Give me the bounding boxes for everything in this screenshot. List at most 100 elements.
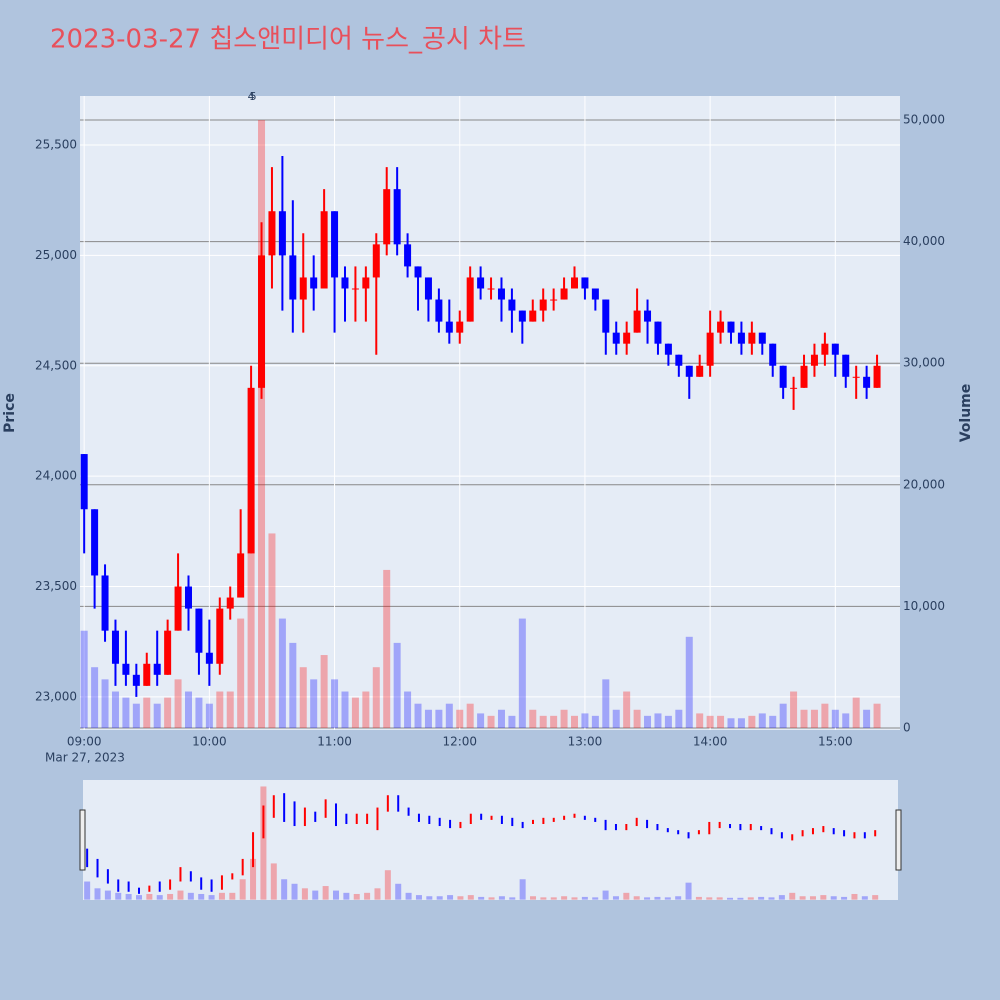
mini-volume-bar <box>115 892 122 900</box>
candle-body <box>852 376 860 378</box>
range-slider[interactable] <box>83 780 898 900</box>
volume-bar <box>111 691 119 729</box>
candle-body <box>101 575 109 631</box>
candle-body <box>195 608 203 653</box>
mini-volume-bar <box>125 893 132 900</box>
volume-bar <box>393 642 401 729</box>
volume-bar <box>810 709 818 729</box>
volume-bar <box>706 715 714 729</box>
x-tick-label: 12:00 <box>442 735 477 749</box>
y-tick-label: 25,000 <box>35 248 77 262</box>
candle-body <box>341 277 349 289</box>
candle-body <box>581 277 589 289</box>
y2-tick-label: 20,000 <box>903 477 945 491</box>
slider-handle-right[interactable] <box>895 809 902 871</box>
mini-volume-bar <box>488 897 495 900</box>
y2-tick-label: 10,000 <box>903 599 945 613</box>
mini-volume-bar <box>415 895 422 900</box>
volume-bar <box>320 655 328 729</box>
candle-body <box>424 277 432 300</box>
mini-volume-bar <box>218 892 225 900</box>
mini-volume-bar <box>861 896 868 900</box>
volume-bar <box>435 709 443 729</box>
volume-bar <box>414 703 422 729</box>
mini-volume-bar <box>509 897 516 900</box>
mini-volume-bar <box>799 896 806 900</box>
y2-tick-label: 0 <box>903 721 911 735</box>
volume-bar <box>278 618 286 729</box>
mini-volume-bar <box>550 897 557 900</box>
mini-volume-bar <box>571 897 578 900</box>
y-tick-label: 23,000 <box>35 689 77 703</box>
candle-body <box>268 211 276 256</box>
mini-volume-bar <box>281 879 288 900</box>
candle-body <box>529 310 537 322</box>
mini-volume-bar <box>768 897 775 900</box>
volume-bar <box>758 713 766 729</box>
volume-bar <box>205 703 213 729</box>
candle-body <box>675 354 683 366</box>
mini-volume-bar <box>104 890 111 900</box>
volume-bar <box>748 715 756 729</box>
volume-bar <box>91 667 99 729</box>
candle-body <box>299 277 307 300</box>
mini-volume-bar <box>644 897 651 900</box>
volume-bar <box>842 713 850 729</box>
volume-bar <box>174 679 182 729</box>
candle-body <box>237 553 245 598</box>
mini-volume-bar <box>467 895 474 900</box>
volume-bar <box>331 679 339 729</box>
volume-bar <box>654 713 662 729</box>
mini-volume-bar <box>405 892 412 900</box>
candle-body <box>550 299 558 301</box>
volume-bar <box>497 709 505 729</box>
volume-bar <box>247 509 255 729</box>
volume-bar <box>717 715 725 729</box>
candle-body <box>779 365 787 388</box>
mini-volume-bar <box>820 895 827 900</box>
volume-bar <box>341 691 349 729</box>
candle-body <box>331 211 339 278</box>
y-tick-label: 24,000 <box>35 469 77 483</box>
candle-body <box>435 299 443 322</box>
candle-body <box>383 189 391 245</box>
mini-volume-bar <box>602 890 609 900</box>
mini-volume-bar <box>187 892 194 900</box>
candle-body <box>289 255 297 300</box>
x-tick-label: 14:00 <box>693 735 728 749</box>
mini-volume-bar <box>530 896 537 900</box>
x-tick-label: 09:00 <box>67 735 102 749</box>
volume-bar <box>268 533 276 729</box>
mini-volume-bar <box>851 893 858 900</box>
mini-volume-bar <box>156 895 163 900</box>
mini-volume-bar <box>312 890 319 900</box>
volume-bar <box>132 703 140 729</box>
candle-body <box>143 663 151 686</box>
y-tick-label: 24,500 <box>35 358 77 372</box>
mini-volume-bar <box>270 863 277 900</box>
volume-bar <box>737 718 745 729</box>
y2-axis-title: Volume <box>958 384 974 443</box>
volume-bar <box>518 618 526 729</box>
candle-body <box>623 332 631 344</box>
candle-body <box>612 332 620 344</box>
volume-bar <box>852 697 860 729</box>
volume-bar <box>456 709 464 729</box>
candle-body <box>821 343 829 355</box>
mini-volume-bar <box>457 896 464 900</box>
mini-volume-bar <box>84 881 91 900</box>
mini-volume-bar <box>395 883 402 900</box>
volume-bar <box>216 691 224 729</box>
mini-volume-bar <box>747 897 754 900</box>
volume-bar <box>487 715 495 729</box>
mini-volume-bar <box>561 896 568 900</box>
mini-volume-bar <box>716 897 723 900</box>
mini-volume-bar <box>592 897 599 900</box>
mini-volume-bar <box>301 888 308 900</box>
chart-title: 2023-03-27 칩스앤미디어 뉴스_공시 차트 <box>50 25 526 55</box>
volume-bar <box>372 667 380 729</box>
candle-body <box>247 387 255 554</box>
volume-bar <box>424 709 432 729</box>
mini-volume-bar <box>239 879 246 900</box>
slider-handle-left[interactable] <box>79 809 86 871</box>
